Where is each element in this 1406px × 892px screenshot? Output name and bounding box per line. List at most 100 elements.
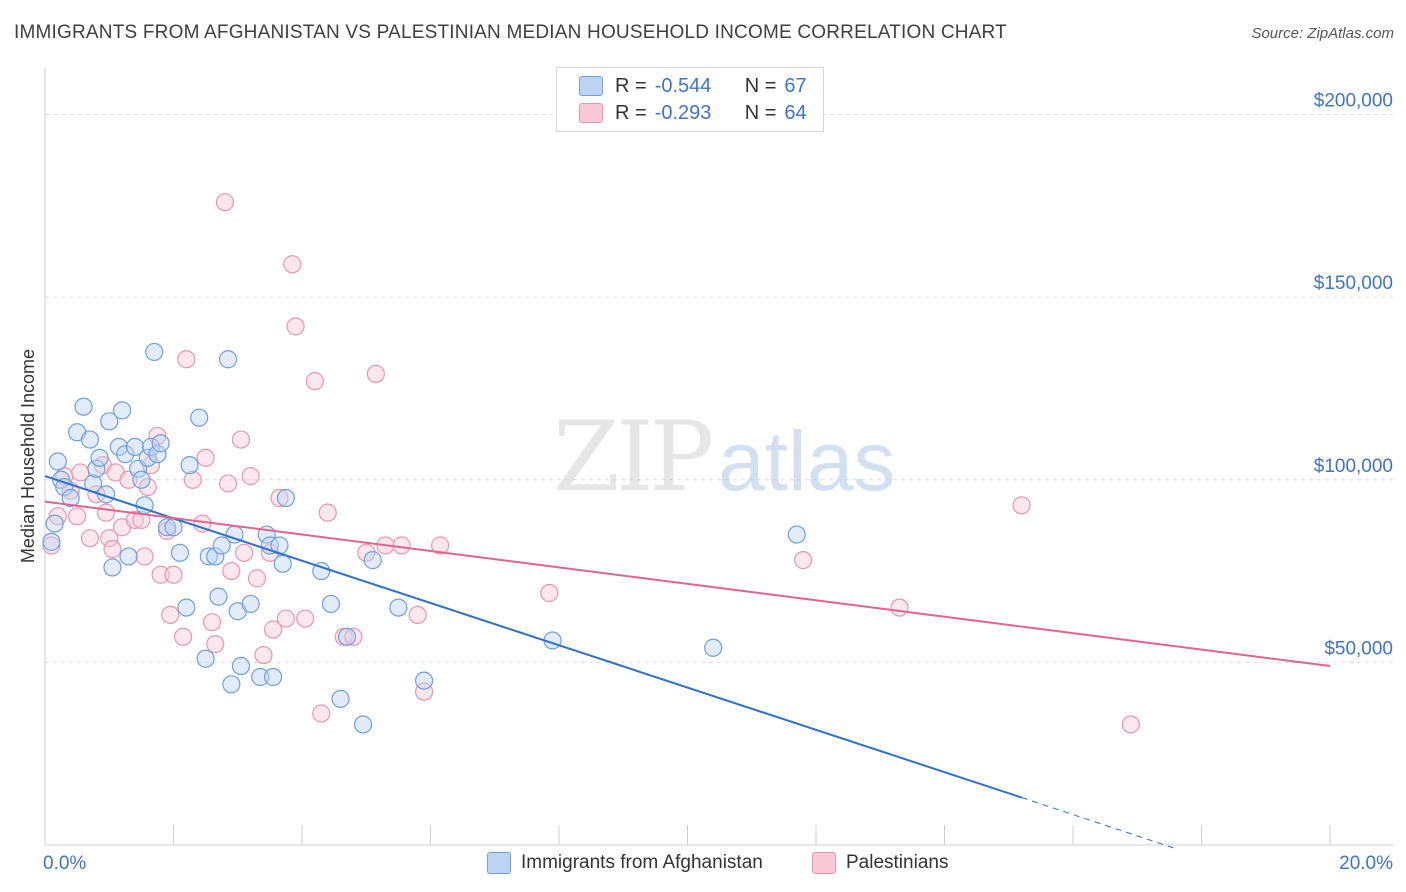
pink-point-15 bbox=[125, 510, 145, 530]
pink-point-52 bbox=[357, 543, 376, 562]
pink-point-23 bbox=[161, 605, 180, 625]
bottom-legend-swatch-pink bbox=[812, 852, 836, 874]
legend-n-label: N = bbox=[744, 101, 777, 124]
blue-point-58 bbox=[389, 598, 408, 617]
palestinians-trend-line bbox=[44, 500, 1331, 668]
pink-point-32 bbox=[215, 193, 234, 212]
pink-point-44 bbox=[283, 255, 302, 274]
source-label: Source: ZipAtlas.com bbox=[1251, 25, 1394, 42]
blue-point-21 bbox=[132, 470, 151, 489]
blue-point-43 bbox=[231, 656, 251, 676]
pink-point-58 bbox=[431, 536, 450, 555]
pink-point-42 bbox=[270, 488, 289, 508]
pink-point-18 bbox=[138, 477, 157, 497]
pink-point-55 bbox=[392, 536, 411, 555]
blue-point-11 bbox=[90, 448, 109, 467]
blue-point-7 bbox=[74, 397, 93, 416]
blue-point-59 bbox=[414, 671, 434, 690]
pink-point-53 bbox=[366, 364, 385, 383]
pink-point-39 bbox=[254, 645, 273, 665]
legend-r-label: R = bbox=[615, 74, 647, 97]
blue-point-40 bbox=[222, 675, 241, 694]
afghanistan-trend-extension bbox=[1021, 797, 1176, 850]
blue-point-52 bbox=[312, 561, 331, 581]
blue-point-32 bbox=[180, 456, 199, 475]
blue-point-24 bbox=[141, 437, 161, 456]
legend-n-value: 64 bbox=[784, 101, 807, 124]
blue-point-34 bbox=[196, 649, 215, 668]
pink-point-21 bbox=[151, 565, 170, 584]
legend-r-value: -0.293 bbox=[654, 101, 712, 124]
pink-point-48 bbox=[312, 704, 331, 723]
blue-point-14 bbox=[103, 558, 122, 577]
blue-point-48 bbox=[263, 667, 283, 687]
pink-point-25 bbox=[174, 627, 193, 646]
blue-point-54 bbox=[331, 689, 350, 709]
watermark: ZIP atlas bbox=[553, 401, 895, 513]
blue-point-44 bbox=[241, 594, 260, 614]
blue-point-5 bbox=[61, 488, 80, 508]
legend-swatch-blue bbox=[579, 76, 603, 96]
chart-title: IMMIGRANTS FROM AFGHANISTAN VS PALESTINI… bbox=[14, 22, 1007, 43]
blue-point-15 bbox=[109, 437, 128, 456]
blue-point-56 bbox=[353, 715, 373, 734]
blue-point-0 bbox=[42, 532, 61, 551]
blue-point-45 bbox=[251, 667, 270, 687]
legend-r-label: R = bbox=[615, 101, 647, 124]
afghanistan-trend-line bbox=[44, 475, 1022, 799]
pink-point-46 bbox=[296, 609, 315, 628]
pink-point-4 bbox=[68, 507, 87, 526]
x-tick-label-max: 20.0% bbox=[1339, 853, 1393, 874]
blue-point-62 bbox=[787, 525, 806, 544]
legend-n-label: N = bbox=[744, 74, 777, 97]
bottom-legend-label: Immigrants from Afghanistan bbox=[521, 852, 763, 873]
blue-point-28 bbox=[157, 518, 177, 537]
axis-layer bbox=[44, 68, 1393, 846]
y-tick-label: $200,000 bbox=[1314, 91, 1393, 112]
pink-point-9 bbox=[96, 503, 116, 522]
blue-point-23 bbox=[138, 448, 157, 467]
pink-point-37 bbox=[241, 467, 260, 486]
blue-point-16 bbox=[112, 401, 132, 420]
pink-point-27 bbox=[183, 470, 202, 489]
y-tick-label: $50,000 bbox=[1324, 638, 1393, 659]
pink-point-56 bbox=[408, 605, 427, 625]
trend-lines bbox=[44, 475, 1331, 850]
pink-point-61 bbox=[890, 598, 909, 617]
watermark-zip: ZIP bbox=[553, 401, 712, 513]
blue-point-30 bbox=[170, 543, 190, 562]
blue-point-39 bbox=[219, 350, 238, 369]
blue-point-25 bbox=[145, 342, 164, 362]
pink-point-34 bbox=[222, 561, 241, 581]
watermark-atlas: atlas bbox=[718, 414, 895, 508]
y-axis-label: Median Household Income bbox=[18, 349, 38, 563]
blue-point-31 bbox=[177, 598, 196, 617]
pink-point-35 bbox=[231, 430, 251, 449]
legend-r-value: -0.544 bbox=[654, 74, 712, 97]
pink-point-51 bbox=[344, 627, 363, 646]
blue-point-53 bbox=[321, 594, 341, 614]
pink-point-33 bbox=[219, 474, 238, 493]
pink-point-31 bbox=[206, 635, 225, 654]
pink-point-63 bbox=[1121, 715, 1140, 734]
legend-n-value: 67 bbox=[784, 74, 807, 97]
blue-point-18 bbox=[119, 547, 138, 566]
pink-point-62 bbox=[1012, 496, 1031, 515]
blue-point-57 bbox=[363, 551, 382, 570]
pink-point-49 bbox=[318, 503, 337, 522]
blue-point-26 bbox=[148, 445, 167, 464]
pink-point-26 bbox=[177, 350, 196, 369]
blue-point-19 bbox=[125, 437, 145, 456]
pink-point-7 bbox=[87, 485, 106, 504]
pink-point-60 bbox=[794, 551, 813, 570]
pink-point-38 bbox=[247, 569, 267, 588]
blue-point-13 bbox=[100, 412, 119, 431]
legend-row-afghanistan: R = -0.544 N = 67 bbox=[579, 73, 807, 99]
pink-point-36 bbox=[235, 543, 254, 562]
tick-labels: $50,000 $100,000 $150,000 $200,000 0.0% 20.0%… bbox=[18, 91, 1393, 874]
x-tick-label-min: 0.0% bbox=[43, 853, 86, 874]
blue-point-2 bbox=[48, 452, 67, 471]
grid-layer bbox=[45, 114, 1393, 663]
pink-point-45 bbox=[286, 317, 305, 336]
